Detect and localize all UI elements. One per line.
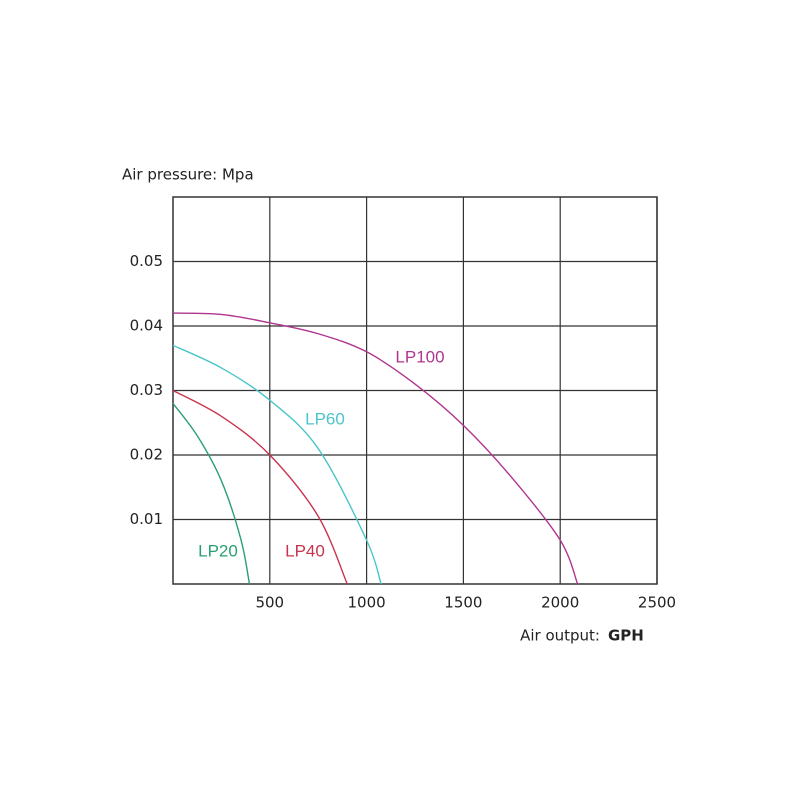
x-tick-label: 2000 (541, 594, 579, 612)
y-tick-label: 0.02 (130, 446, 163, 464)
curve (172, 344, 382, 585)
y-tick-label: 0.04 (130, 317, 163, 335)
curve (172, 402, 251, 585)
curve (172, 389, 348, 585)
x-tick-label: 1500 (444, 594, 482, 612)
x-axis-unit: GPH (608, 627, 644, 645)
x-tick-label: 500 (255, 594, 284, 612)
series-label: LP60 (305, 409, 345, 428)
y-tick-label: 0.01 (130, 510, 163, 528)
series-label: LP20 (198, 541, 238, 560)
x-tick-label: 2500 (638, 594, 676, 612)
series-label: LP100 (395, 347, 444, 366)
x-tick-label: 1000 (348, 594, 386, 612)
x-axis-label: Air output: (520, 627, 600, 645)
curve (172, 312, 579, 585)
series-label: LP40 (285, 541, 325, 560)
y-tick-label: 0.05 (130, 252, 163, 270)
y-tick-label: 0.03 (130, 381, 163, 399)
y-axis-label: Air pressure: Mpa (122, 166, 254, 184)
